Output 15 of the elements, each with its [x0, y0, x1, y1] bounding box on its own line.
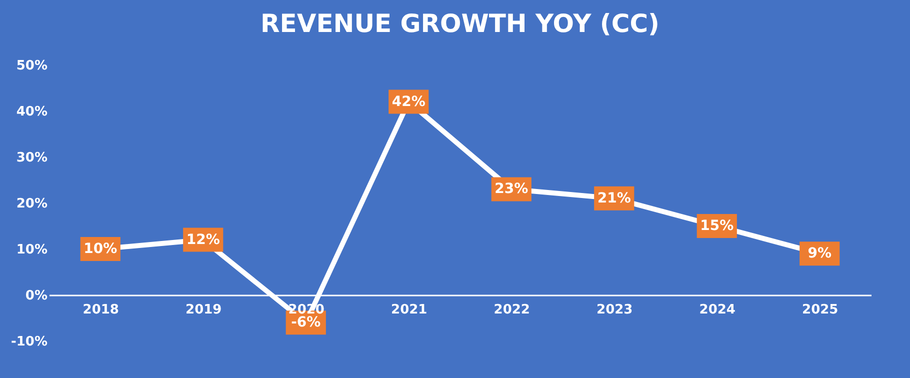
x-tick-label: 2018 [82, 302, 119, 318]
y-tick-label: 30% [16, 150, 48, 166]
y-tick-label: 50% [16, 58, 48, 74]
y-tick-label: 10% [16, 242, 48, 258]
x-tick-label: 2019 [186, 302, 222, 318]
x-tick-label: 2024 [699, 302, 736, 318]
y-tick-label: -10% [10, 334, 48, 350]
x-tick-label: 2021 [391, 302, 428, 318]
x-tick-label: 2025 [802, 302, 838, 318]
x-tick-label: 2023 [596, 302, 633, 318]
x-tick-label: 2022 [494, 302, 530, 318]
y-tick-label: 20% [16, 196, 48, 212]
y-tick-label: 0% [25, 288, 48, 304]
y-tick-label: 40% [16, 104, 48, 120]
chart-title: REVENUE GROWTH YOY (CC) [260, 9, 660, 38]
